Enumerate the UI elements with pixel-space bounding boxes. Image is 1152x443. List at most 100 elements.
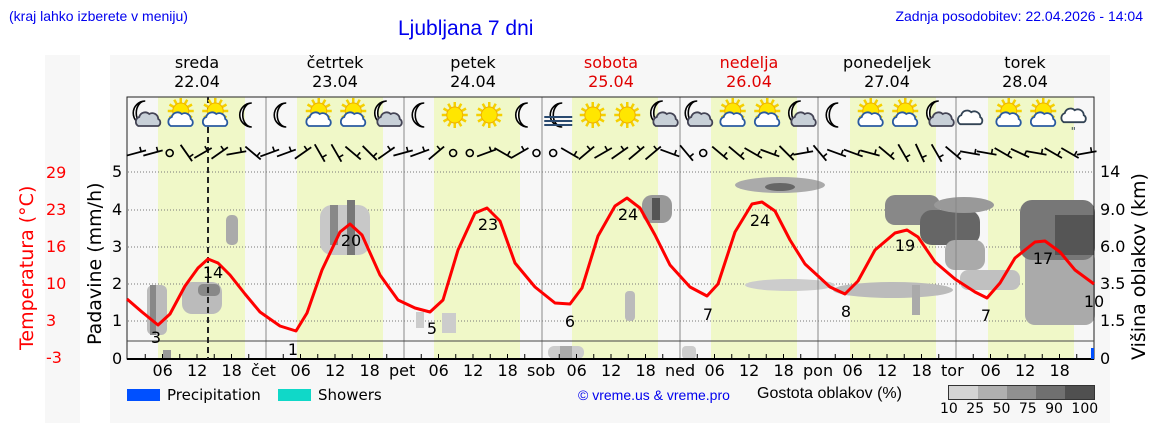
moon-cloud-icon bbox=[787, 100, 817, 127]
temp-tick: 29 bbox=[46, 163, 67, 182]
sun-cloud-icon bbox=[891, 98, 919, 127]
svg-text:10: 10 bbox=[1084, 292, 1104, 311]
moon-icon bbox=[825, 102, 839, 128]
temp-tick: 23 bbox=[46, 200, 67, 219]
day-abbr: sob bbox=[527, 361, 556, 380]
moon-icon bbox=[238, 102, 252, 128]
day-abbr: čet bbox=[251, 361, 276, 380]
temp-tick: -3 bbox=[46, 348, 62, 367]
moon-cloud-icon bbox=[373, 100, 403, 127]
precip-tick: 5 bbox=[112, 162, 123, 181]
hour-tick: 12 bbox=[601, 361, 622, 380]
moon-cloud-icon bbox=[649, 100, 679, 127]
svg-text:7: 7 bbox=[981, 306, 991, 325]
hour-tick: 12 bbox=[739, 361, 760, 380]
day-label: nedelja 26.04 bbox=[719, 53, 779, 91]
svg-text:8: 8 bbox=[841, 302, 851, 321]
fog-moon-icon bbox=[544, 102, 573, 128]
cloud-tick: 1.5 bbox=[1100, 311, 1126, 330]
hour-tick: 18 bbox=[1049, 361, 1070, 380]
cloud-tick: 6.0 bbox=[1100, 237, 1126, 256]
showers-legend-label: Showers bbox=[318, 386, 382, 404]
day-label: torek 28.04 bbox=[1002, 53, 1048, 91]
sun-icon bbox=[441, 102, 468, 128]
cloud-tick: 3.5 bbox=[1100, 274, 1126, 293]
cloud-density bbox=[147, 177, 1095, 359]
day-label: četrtek 23.04 bbox=[306, 53, 364, 91]
page-title: Ljubljana 7 dni bbox=[398, 17, 534, 40]
temp-tick: 16 bbox=[46, 237, 67, 256]
moon-icon bbox=[411, 102, 425, 128]
day-label: sobota 25.04 bbox=[583, 53, 639, 91]
sun-cloud-icon bbox=[1029, 98, 1057, 127]
hour-tick: 12 bbox=[877, 361, 898, 380]
day-label: sreda 22.04 bbox=[174, 53, 220, 91]
day-abbr: pet bbox=[389, 361, 416, 380]
hour-tick: 12 bbox=[463, 361, 484, 380]
hour-tick: 18 bbox=[911, 361, 932, 380]
region-hint: (kraj lahko izberete v meniju) bbox=[9, 8, 188, 24]
sun-cloud-icon bbox=[167, 98, 194, 127]
sun-cloud-icon bbox=[339, 98, 367, 127]
svg-text:23: 23 bbox=[478, 215, 498, 234]
svg-text:5: 5 bbox=[427, 319, 437, 338]
last-update: Zadnja posodobitev: 22.04.2026 - 14:04 bbox=[895, 8, 1143, 24]
cloud-tick: 0 bbox=[1100, 349, 1111, 368]
sun-cloud-icon bbox=[753, 98, 781, 127]
sun-cloud-icon bbox=[201, 98, 229, 127]
svg-text:3: 3 bbox=[151, 328, 161, 347]
moon-icon bbox=[273, 102, 287, 128]
svg-text:7: 7 bbox=[703, 305, 713, 324]
cloud-rain-icon: " bbox=[1060, 107, 1087, 138]
precip-tick: 4 bbox=[112, 200, 123, 219]
precip-tick: 1 bbox=[112, 311, 123, 330]
hour-tick: 06 bbox=[566, 361, 587, 380]
temp-axis-band bbox=[45, 55, 80, 423]
hour-tick: 06 bbox=[704, 361, 725, 380]
svg-text:19: 19 bbox=[895, 236, 915, 255]
day-abbr: ned bbox=[665, 361, 696, 380]
precipitation-legend-label: Precipitation bbox=[167, 386, 261, 404]
precip-tick: 2 bbox=[112, 274, 123, 293]
sun-icon bbox=[476, 102, 503, 128]
hour-tick: 06 bbox=[980, 361, 1001, 380]
hour-tick: 12 bbox=[1015, 361, 1036, 380]
cloud-tick: 9.0 bbox=[1100, 200, 1126, 219]
hour-tick: 12 bbox=[187, 361, 208, 380]
cloud-density-ticks: 10 25 50 75 90 100 bbox=[940, 401, 1099, 417]
temp-tick: 3 bbox=[46, 311, 57, 330]
day-abbr: tor bbox=[941, 361, 964, 380]
hour-tick: 06 bbox=[842, 361, 863, 380]
hour-tick: 06 bbox=[290, 361, 311, 380]
sun-cloud-icon bbox=[995, 98, 1022, 127]
day-abbr: pon bbox=[803, 361, 834, 380]
temp-tick: 10 bbox=[46, 274, 67, 293]
hour-tick: 18 bbox=[497, 361, 518, 380]
hour-tick: 06 bbox=[428, 361, 449, 380]
day-label: ponedeljek 27.04 bbox=[843, 53, 931, 91]
copyright-link[interactable]: © vreme.us & vreme.pro bbox=[578, 387, 730, 403]
precipitation-swatch bbox=[127, 389, 160, 401]
cloud-tick: 14 bbox=[1100, 162, 1121, 181]
svg-text:17: 17 bbox=[1033, 249, 1053, 268]
hour-tick: 06 bbox=[152, 361, 173, 380]
moon-icon bbox=[514, 102, 528, 128]
precip-tick: 3 bbox=[112, 237, 123, 256]
svg-text:20: 20 bbox=[341, 231, 361, 250]
sun-cloud-icon bbox=[719, 98, 746, 127]
sun-icon bbox=[614, 102, 641, 128]
svg-text:24: 24 bbox=[618, 205, 638, 224]
day-label: petek 24.04 bbox=[450, 53, 496, 91]
moon-cloud-icon bbox=[925, 100, 955, 127]
showers-swatch bbox=[278, 389, 311, 401]
hour-tick: 18 bbox=[359, 361, 380, 380]
cloud-density-label: Gostota oblakov (%) bbox=[757, 385, 902, 402]
svg-text:6: 6 bbox=[565, 312, 575, 331]
hour-tick: 18 bbox=[773, 361, 794, 380]
moon-cloud-icon bbox=[684, 100, 714, 127]
hour-tick: 12 bbox=[325, 361, 346, 380]
svg-text:14: 14 bbox=[203, 263, 223, 282]
svg-text:24: 24 bbox=[750, 211, 770, 230]
hour-tick: 18 bbox=[221, 361, 242, 380]
